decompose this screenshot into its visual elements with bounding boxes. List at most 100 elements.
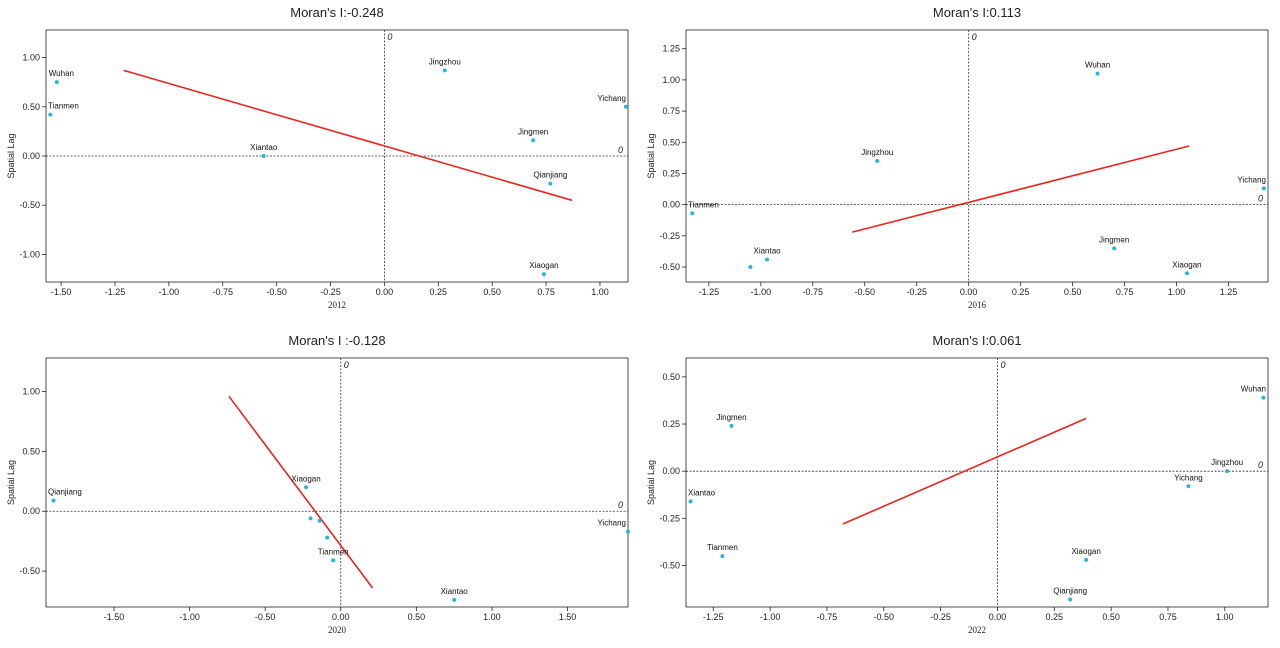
y-tick-label: 0.50: [22, 102, 40, 112]
point-label: Tianmen: [318, 547, 349, 556]
x-tick-label: 0.25: [1046, 612, 1064, 622]
y-tick-label: -0.50: [659, 561, 680, 571]
point-jingmen: [729, 423, 734, 428]
y-tick-label: -0.50: [19, 566, 40, 576]
x-tick-label: 0.25: [1012, 287, 1030, 297]
x-tick-label: 0.50: [483, 287, 501, 297]
x-tick-label: 0.50: [408, 612, 426, 622]
plot-frame: [45, 357, 629, 608]
point-xiaogan: [541, 272, 546, 277]
point-unlabeled: [317, 518, 322, 523]
y-tick-label: 1.25: [662, 44, 680, 54]
x-tick-label: -0.50: [854, 287, 875, 297]
chart-title: Moran's I :-0.128: [288, 333, 385, 348]
x-tick-label: 0.00: [376, 287, 394, 297]
point-jingzhou: [1225, 469, 1230, 474]
y-tick-label: 0.25: [662, 168, 680, 178]
zero-label-horizontal: 0: [1258, 460, 1263, 470]
x-tick-label: -1.00: [179, 612, 200, 622]
y-tick-label: 0.00: [22, 506, 40, 516]
point-label: Xiantao: [441, 587, 469, 596]
x-axis-label: 2022: [968, 625, 986, 635]
x-tick-label: 0.00: [960, 287, 978, 297]
x-tick-label: -0.50: [874, 612, 895, 622]
y-tick-label: -0.50: [659, 262, 680, 272]
x-tick-label: 1.00: [483, 612, 501, 622]
point-yichang: [623, 104, 628, 109]
plot-frame: [685, 29, 1269, 283]
y-axis-label: Spatial Lag: [6, 460, 16, 505]
point-label: Wuhan: [1085, 61, 1110, 70]
x-tick-label: -1.50: [51, 287, 72, 297]
point-label: Tianmen: [707, 543, 738, 552]
x-tick-label: 0.50: [1064, 287, 1082, 297]
point-jingzhou: [442, 68, 447, 73]
point-label: Xiantao: [688, 488, 716, 497]
x-tick-label: -1.25: [105, 287, 126, 297]
zero-label-horizontal: 0: [1258, 194, 1263, 204]
y-tick-label: 0.00: [22, 151, 40, 161]
x-tick-label: -0.25: [906, 287, 927, 297]
point-label: Wuhan: [1241, 385, 1266, 394]
x-tick-label: -1.50: [104, 612, 125, 622]
y-tick-label: -0.25: [659, 513, 680, 523]
zero-label-vertical: 0: [344, 360, 349, 370]
y-tick-label: 0.50: [662, 372, 680, 382]
point-tianmen: [48, 112, 53, 117]
point-label: Xiantao: [753, 247, 781, 256]
point-label: Wuhan: [49, 69, 74, 78]
x-tick-label: -1.00: [760, 612, 781, 622]
y-tick-label: 0.75: [662, 106, 680, 116]
x-axis-label: 2020: [328, 625, 347, 635]
point-wuhan: [54, 80, 59, 85]
point-label: Xiaogan: [529, 261, 558, 270]
y-tick-label: 0.50: [22, 446, 40, 456]
x-tick-label: -0.75: [212, 287, 233, 297]
y-tick-label: -0.50: [19, 200, 40, 210]
point-label: Jingzhou: [429, 57, 461, 66]
point-qianjiang: [548, 181, 553, 186]
point-label: Yichang: [597, 519, 626, 528]
x-tick-label: -1.25: [703, 612, 724, 622]
point-wuhan: [1095, 71, 1100, 76]
chart-title: Moran's I:0.113: [933, 5, 1021, 20]
point-yichang: [626, 529, 630, 534]
zero-label-horizontal: 0: [618, 500, 623, 510]
point-xiantao: [261, 154, 266, 158]
x-tick-label: -0.75: [803, 287, 824, 297]
y-tick-label: -0.25: [659, 231, 680, 241]
point-label: Qianjiang: [48, 487, 82, 496]
chart-title: Moran's I:-0.248: [290, 5, 384, 20]
y-tick-label: -1.00: [19, 249, 40, 259]
y-tick-label: 0.50: [662, 137, 680, 147]
point-jingmen: [1112, 246, 1117, 251]
x-tick-label: -0.25: [930, 612, 951, 622]
y-tick-label: 1.00: [22, 387, 40, 397]
x-tick-label: 1.25: [1220, 287, 1238, 297]
y-tick-label: 0.00: [662, 200, 680, 210]
point-jingmen: [531, 138, 536, 143]
point-qianjiang: [51, 498, 56, 503]
point-jingzhou: [875, 158, 880, 163]
x-tick-label: -1.00: [751, 287, 772, 297]
chart-panel-1: Moran's I:-0.248 -1.50 -1.25 -1.00 -0.75 -0.5…: [6, 5, 629, 310]
chart-title: Moran's I:0.061: [932, 333, 1021, 348]
x-tick-label: 1.50: [559, 612, 577, 622]
regression-line: [123, 69, 573, 202]
x-tick-label: 1.00: [591, 287, 609, 297]
x-tick-label: 1.00: [1216, 612, 1234, 622]
x-tick-label: -0.50: [266, 287, 287, 297]
regression-line: [852, 145, 1190, 233]
point-unlabeled: [308, 516, 313, 521]
point-label: Qianjiang: [533, 171, 567, 180]
x-tick-label: 0.75: [1116, 287, 1134, 297]
x-tick-label: 0.25: [430, 287, 448, 297]
x-tick-label: 0.50: [1102, 612, 1120, 622]
point-tianmen: [720, 554, 725, 559]
point-xiantao: [765, 257, 770, 262]
point-label: Jingzhou: [1211, 458, 1243, 467]
zero-label-vertical: 0: [972, 32, 977, 42]
regression-line: [228, 395, 374, 589]
x-tick-label: 0.00: [332, 612, 350, 622]
